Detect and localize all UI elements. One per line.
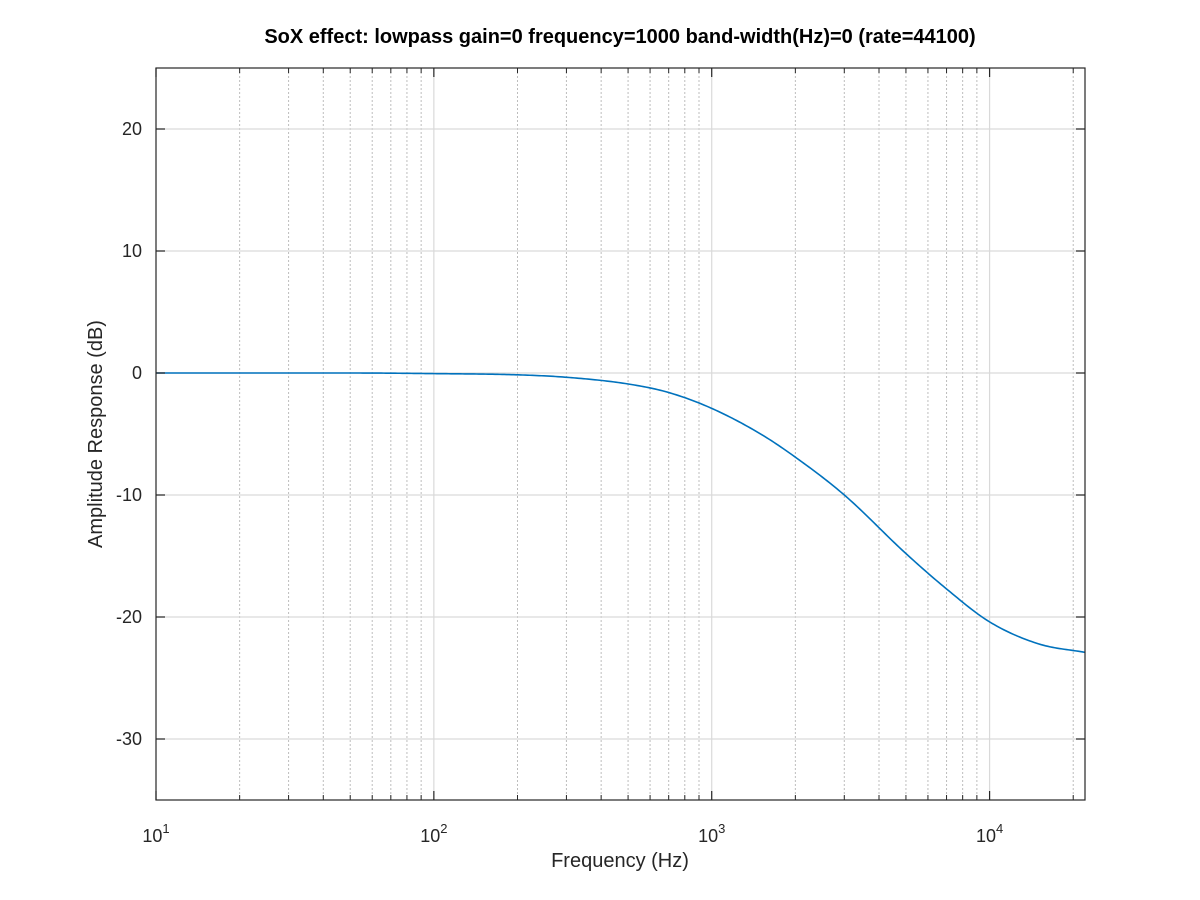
y-tick-label: -20 (116, 607, 142, 627)
chart-title: SoX effect: lowpass gain=0 frequency=100… (264, 26, 975, 48)
y-tick-label: 10 (122, 241, 142, 261)
x-tick-label: 104 (976, 821, 1003, 846)
x-tick-label: 103 (698, 821, 725, 846)
y-axis-label: Amplitude Response (dB) (85, 320, 107, 548)
y-tick-label: -30 (116, 729, 142, 749)
response-curve (156, 372, 1086, 654)
y-tick-label: 0 (132, 363, 142, 383)
x-tick-label: 102 (420, 821, 447, 846)
axes-box (155, 67, 1086, 801)
x-axis-label: Frequency (Hz) (551, 850, 689, 872)
y-tick-label: 20 (122, 119, 142, 139)
grid (156, 68, 1085, 800)
plot-area (156, 372, 1086, 654)
y-tick-label: -10 (116, 485, 142, 505)
x-tick-label: 101 (142, 821, 169, 846)
axis-ticks: 20 10 0 -10 -20 -30 101 102 103 104 (116, 68, 1085, 846)
